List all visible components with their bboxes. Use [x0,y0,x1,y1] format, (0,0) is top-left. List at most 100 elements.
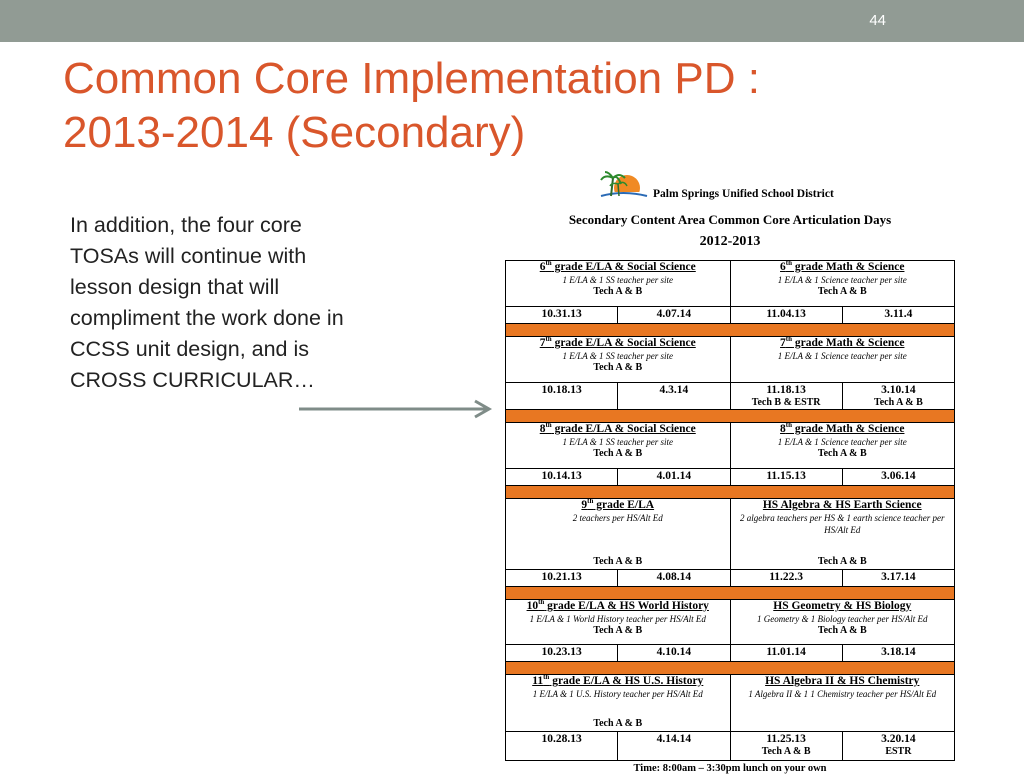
course-cell: HS Algebra II & HS Chemistry 1 Algebra II… [729,674,955,732]
grade-number: 6 [539,261,546,273]
date-cell: 4.14.14 [617,731,731,761]
date-value: 11.25.13 [766,733,806,745]
date-value: 4.3.14 [659,384,689,396]
date-value: 10.28.13 [541,733,582,745]
separator-cell [505,485,955,499]
course-name: HS Geometry & HS Biology [731,600,955,613]
course-name: 11th grade E/LA & HS U.S. History [506,673,730,688]
document-year: 2012-2013 [699,234,761,249]
date-value: 3.18.14 [881,646,916,658]
slide-title-line-2: 2013-2014 (Secondary) [63,108,526,157]
date-value: 3.17.14 [881,571,916,583]
dates-row: 10.21.13 4.08.14 11.22.3 3.17.14 [504,569,956,587]
course-cell: 7th grade E/LA & Social Science 1 E/LA & … [505,336,731,383]
dates-row: 10.28.13 4.14.14 11.25.13 Tech A & B 3.20.14… [504,731,956,761]
course-title: grade E/LA [593,499,655,511]
date-cell: 10.18.13 [504,382,619,410]
dates-row: 10.14.13 4.01.14 11.15.13 3.06.14 [504,468,956,486]
date-value: 4.01.14 [656,470,692,482]
grade-suffix: th [543,673,550,682]
staffing-note: 1 E/LA & 1 Science teacher per site [777,437,907,447]
tech-note: Tech A & B [817,286,867,297]
staffing-note: 1 E/LA & 1 SS teacher per site [562,275,674,285]
date-cell: 4.07.14 [617,306,731,324]
date-cell: 11.01.14 [729,644,843,662]
course-row: 11th grade E/LA & HS U.S. History 1 E/LA … [505,673,955,732]
district-name: Palm Springs Unified School District [653,188,834,200]
tech-note: Tech A & B [817,625,867,636]
course-cell: 6th grade Math & Science 1 E/LA & 1 Scien… [729,259,955,307]
course-cell: 6th grade E/LA & Social Science 1 E/LA & … [505,260,731,307]
date-cell: 3.20.14 ESTR [841,731,956,761]
date-cell: 10.31.13 [504,306,619,324]
staffing-note: 1 E/LA & 1 Science teacher per site [777,275,907,285]
body-text: In addition, the four core TOSAs will co… [70,213,344,392]
grade-number: 7 [780,337,786,349]
date-value: 3.06.14 [881,470,916,482]
course-cell: HS Geometry & HS Biology 1 Geometry & 1 B… [729,599,955,645]
staffing-note: 1 Algebra II & 1 1 Chemistry teacher per… [748,689,937,699]
course-name: 6th grade Math & Science [731,259,955,274]
date-cell: 3.10.14 Tech A & B [841,382,956,410]
separator-cell [505,661,955,675]
course-name: 8th grade E/LA & Social Science [506,422,730,436]
date-cell: 11.15.13 [729,468,843,486]
tech-note: Tech A & B [593,625,643,636]
date-value: 11.01.14 [766,646,806,658]
date-value: 10.18.13 [541,384,582,396]
staffing-note: 1 E/LA & 1 SS teacher per site [562,351,674,361]
course-title: grade Math & Science [792,261,905,273]
grade-number: 10 [526,600,539,612]
tech-note: Tech A & B [593,448,643,459]
date-cell: 10.14.13 [504,468,619,486]
grade-number: 6 [780,261,786,273]
date-cell: 4.08.14 [617,569,731,587]
separator-cell [505,409,955,423]
dates-row: 10.23.13 4.10.14 11.01.14 3.18.14 [504,644,956,662]
staffing-note: 1 E/LA & 1 Science teacher per site [777,351,907,361]
separator-row [505,409,955,423]
date-note: Tech A & B [761,746,811,757]
date-value: 4.08.14 [656,571,692,583]
course-title: grade Math & Science [792,423,905,435]
course-title: grade E/LA & HS U.S. History [549,675,704,687]
date-value: 4.07.14 [656,308,692,320]
date-value: 10.31.13 [541,308,582,320]
course-title: HS Algebra II & HS Chemistry [765,675,920,687]
grade-suffix: th [785,335,793,344]
course-title: HS Algebra & HS Earth Science [762,499,922,511]
course-title: HS Geometry & HS Biology [773,600,912,612]
date-cell: 3.11.4 [841,306,956,324]
grade-number: 9 [581,499,588,511]
course-cell: 11th grade E/LA & HS U.S. History 1 E/LA … [505,673,731,732]
course-name: 10th grade E/LA & HS World History [506,599,730,613]
document-header: Palm Springs Unified School District [505,170,955,210]
course-title: grade Math & Science [792,337,905,349]
tech-note: Tech A & B [817,448,867,459]
tech-note: Tech A & B [593,362,643,373]
course-row: 9th grade E/LA 2 teachers per HS/Alt Ed Te… [505,497,955,570]
document-title: Secondary Content Area Common Core Artic… [568,212,892,227]
date-value: 10.14.13 [541,470,582,482]
grade-suffix: th [785,259,793,268]
course-name: 8th grade Math & Science [731,422,955,436]
date-cell: 10.21.13 [504,569,619,587]
course-name: HS Algebra & HS Earth Science [731,499,955,512]
date-cell: 4.10.14 [617,644,731,662]
date-cell: 11.04.13 [729,306,843,324]
course-title: grade E/LA & HS World History [544,600,709,612]
course-row: 7th grade E/LA & Social Science 1 E/LA & … [505,335,955,383]
date-cell: 11.25.13 Tech A & B [729,731,843,761]
date-value: 4.10.14 [656,646,692,658]
date-note: ESTR [885,746,912,757]
course-row: 10th grade E/LA & HS World History 1 E/LA… [505,599,955,645]
date-cell: 11.22.3 [729,569,843,587]
date-cell: 3.06.14 [841,468,956,486]
tech-note: Tech A & B [817,556,867,567]
staffing-note: 2 teachers per HS/Alt Ed [572,513,663,523]
tech-note: Tech A & B [593,718,643,729]
grade-number: 8 [539,423,546,435]
date-cell: 4.3.14 [617,382,731,410]
grade-suffix: th [587,497,594,506]
separator-row [505,586,955,600]
